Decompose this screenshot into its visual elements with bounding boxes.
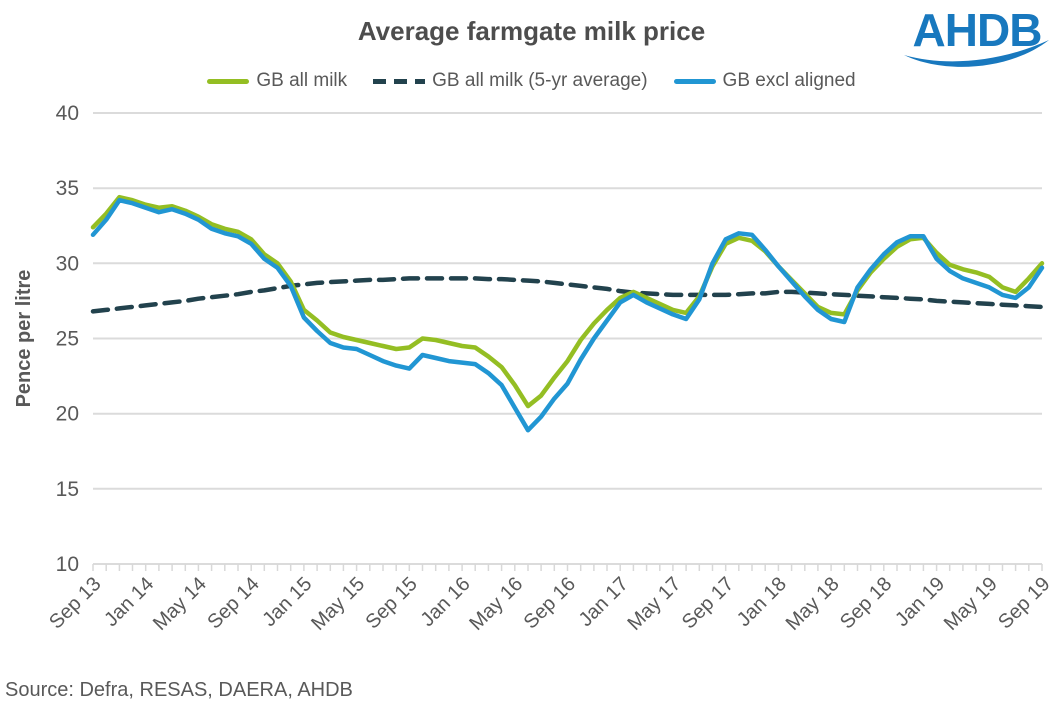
x-tick-label: Jan 16 <box>417 573 475 631</box>
ahdb-logo: AHDB <box>904 5 1049 67</box>
x-tick-label: Sep 17 <box>678 573 738 633</box>
ahdb-logo-text: AHDB <box>913 5 1042 56</box>
x-tick-label: Sep 13 <box>45 573 105 633</box>
legend-item-gb-excl-aligned: GB excl aligned <box>673 70 856 92</box>
y-tick-label: 40 <box>56 102 79 125</box>
y-tick-label: 15 <box>56 478 79 501</box>
legend-label: GB excl aligned <box>722 70 856 91</box>
y-tick-label: 35 <box>56 177 79 200</box>
y-tick-label: 25 <box>56 328 79 351</box>
x-tick-label: Sep 15 <box>361 573 421 633</box>
series-line-gb-excl-aligned <box>90 197 1045 433</box>
legend-label: GB all milk (5-yr average) <box>432 70 648 91</box>
legend-label: GB all milk <box>256 70 348 91</box>
x-tick-label: May 19 <box>940 573 1002 635</box>
legend-line-swatch-dashed <box>373 78 426 84</box>
legend-item-gb-all-milk-5yr-average: GB all milk (5-yr average) <box>373 70 648 92</box>
x-tick-label: Jan 18 <box>733 573 791 631</box>
y-tick-label: 10 <box>56 553 79 576</box>
legend-line-swatch-blue <box>673 78 716 84</box>
series-line-gb-all-milk <box>90 194 1045 409</box>
x-tick-label: Jan 15 <box>258 573 316 631</box>
y-tick-label: 20 <box>56 403 79 426</box>
source-note: Source: Defra, RESAS, DAERA, AHDB <box>5 679 353 701</box>
x-tick-label: Jan 19 <box>891 573 949 631</box>
chart-title: Average farmgate milk price <box>357 16 706 46</box>
x-tick-label: Sep 18 <box>836 573 896 633</box>
series-line-gb-all-milk-5-yr-average- <box>90 276 1045 314</box>
ahdb-logo-wave <box>904 40 1049 67</box>
legend-line-swatch-green <box>207 78 250 84</box>
x-tick-label: May 16 <box>465 573 527 635</box>
chart-legend: GB all milk GB all milk (5-yr average) G… <box>0 70 1063 92</box>
x-tick-label: Sep 14 <box>203 573 263 633</box>
x-tick-label: May 14 <box>149 573 211 635</box>
x-tick-label: May 18 <box>782 573 844 635</box>
x-tick-label: Jan 14 <box>100 573 158 631</box>
legend-item-gb-all-milk: GB all milk <box>207 70 347 92</box>
x-tick-label: May 17 <box>623 573 685 635</box>
y-axis-title: Pence per litre <box>13 270 35 408</box>
x-tick-label: Jan 17 <box>575 573 633 631</box>
x-tick-label: Sep 16 <box>520 573 580 633</box>
y-tick-label: 30 <box>56 252 79 275</box>
x-tick-label: Sep 19 <box>994 573 1054 633</box>
x-tick-label: May 15 <box>307 573 369 635</box>
